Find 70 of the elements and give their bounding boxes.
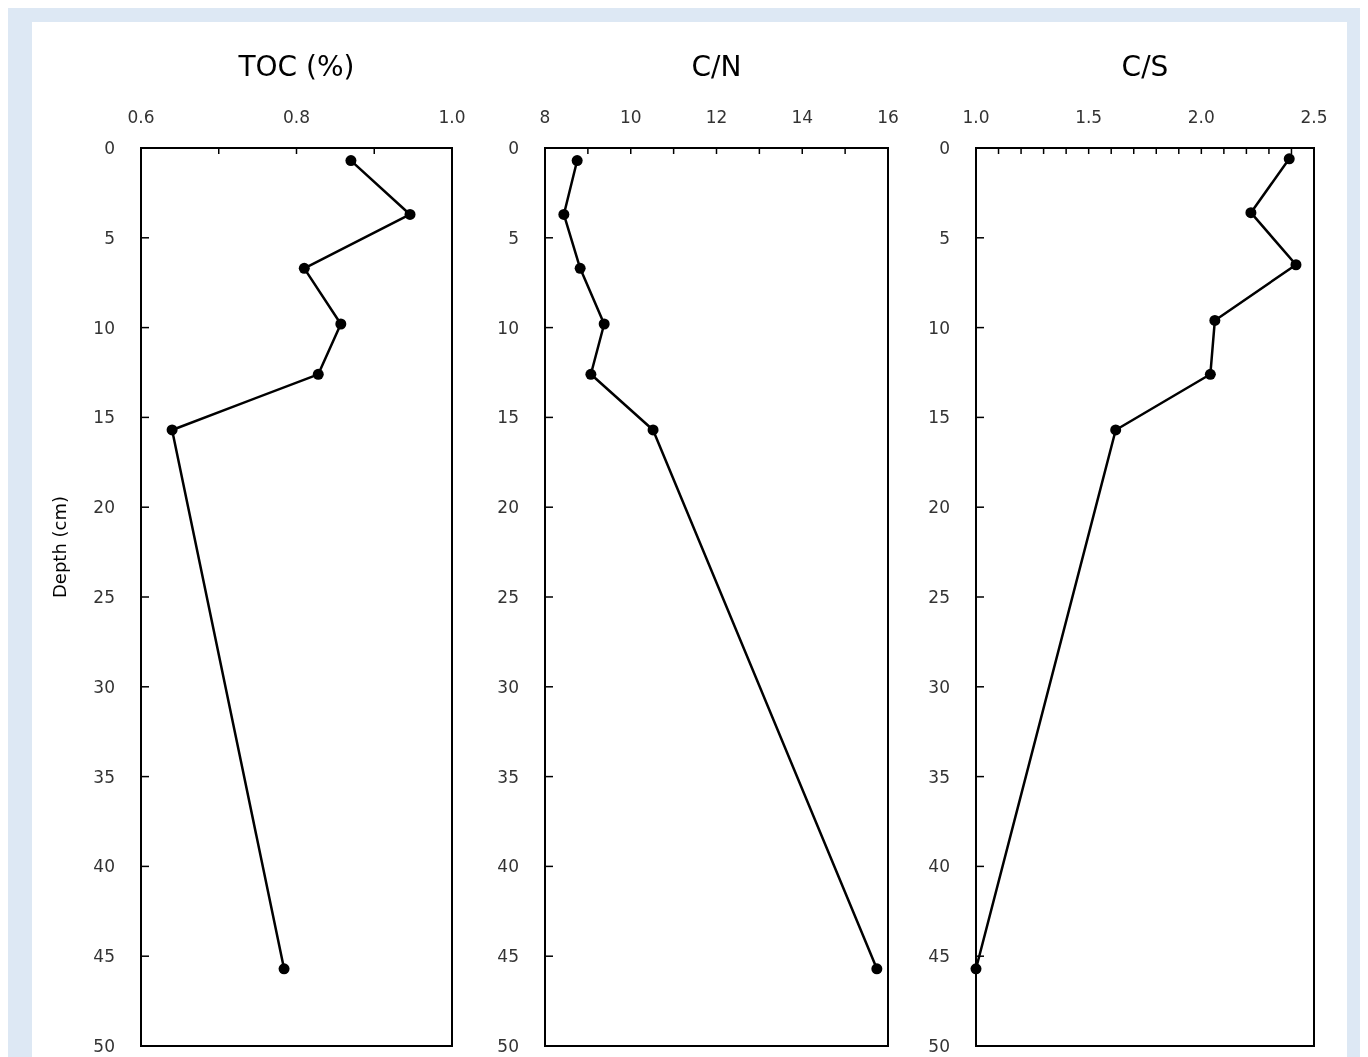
x-tick-label: 1.0 — [438, 107, 466, 127]
point — [1283, 153, 1295, 165]
y-tick-label: 20 — [93, 497, 115, 518]
y-tick-label: 30 — [497, 676, 519, 697]
y-tick-label: 50 — [928, 1035, 950, 1056]
point — [970, 963, 982, 975]
y-tick-label: 50 — [93, 1035, 115, 1056]
point — [312, 368, 324, 380]
point — [166, 424, 178, 436]
point — [598, 318, 610, 330]
point — [571, 155, 583, 167]
y-tick-label: 35 — [497, 766, 519, 787]
y-tick-label: 0 — [104, 137, 115, 158]
chart-title: C/N — [691, 50, 742, 83]
y-tick-label: 10 — [93, 317, 115, 338]
y-tick-label: 5 — [508, 227, 519, 248]
y-tick-label: 35 — [93, 766, 115, 787]
x-tick-label: 1.0 — [962, 107, 990, 127]
y-tick-label: 10 — [497, 317, 519, 338]
y-tick-label: 20 — [497, 497, 519, 518]
y-tick-label: 40 — [928, 856, 950, 877]
x-tick-label: 12 — [705, 107, 728, 127]
x-tick-label: 2.0 — [1187, 107, 1215, 127]
point — [298, 262, 310, 274]
y-tick-label: 25 — [497, 586, 519, 607]
point — [558, 208, 570, 220]
point — [1110, 424, 1122, 436]
x-tick-label: 10 — [619, 107, 642, 127]
x-tick-label: 1.5 — [1075, 107, 1103, 127]
point — [335, 318, 347, 330]
y-tick-label: 15 — [93, 407, 115, 428]
point — [404, 208, 416, 220]
y-tick-label: 45 — [93, 946, 115, 967]
y-tick-label: 40 — [497, 856, 519, 877]
point — [278, 963, 290, 975]
y-tick-label: 10 — [928, 317, 950, 338]
y-tick-label: 45 — [497, 946, 519, 967]
y-tick-label: 20 — [928, 497, 950, 518]
point — [647, 424, 659, 436]
point — [1290, 259, 1302, 271]
x-tick-label: 0.8 — [282, 107, 311, 127]
point — [1209, 314, 1221, 326]
y-tick-label: 25 — [93, 586, 115, 607]
y-tick-label: 30 — [928, 676, 950, 697]
y-tick-label: 0 — [939, 137, 950, 158]
point — [1245, 207, 1257, 219]
x-tick-label: 16 — [877, 107, 899, 127]
point — [574, 262, 586, 274]
y-axis-title: Depth (cm) — [49, 495, 70, 599]
x-tick-label: 2.5 — [1300, 107, 1328, 127]
x-tick-label: 0.6 — [127, 107, 155, 127]
y-tick-label: 15 — [497, 407, 519, 428]
point — [585, 368, 597, 380]
y-tick-label: 50 — [497, 1035, 519, 1056]
y-tick-label: 5 — [104, 227, 115, 248]
point — [345, 155, 357, 167]
chart-title: C/S — [1121, 50, 1169, 83]
y-tick-label: 5 — [939, 227, 950, 248]
y-tick-label: 25 — [928, 586, 950, 607]
x-tick-label: 8 — [539, 107, 551, 127]
x-tick-label: 14 — [791, 107, 814, 127]
y-tick-label: 35 — [928, 766, 950, 787]
y-tick-label: 15 — [928, 407, 950, 428]
chart-title: TOC (%) — [237, 50, 355, 83]
y-tick-label: 40 — [93, 856, 115, 877]
y-tick-label: 30 — [93, 676, 115, 697]
y-tick-label: 45 — [928, 946, 950, 967]
y-tick-label: 0 — [508, 137, 519, 158]
point — [1204, 368, 1216, 380]
point — [871, 963, 883, 975]
